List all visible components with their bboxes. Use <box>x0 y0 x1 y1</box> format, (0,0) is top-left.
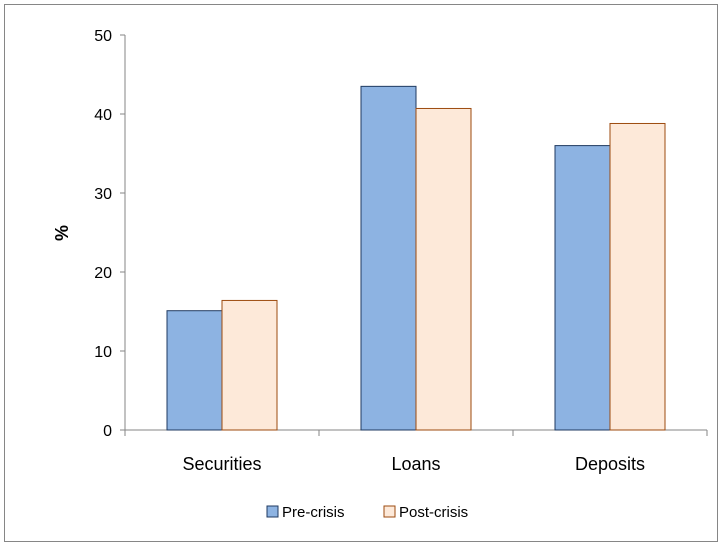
legend-swatch <box>266 505 279 518</box>
legend-label: Post-crisis <box>399 504 468 521</box>
chart-legend: Pre-crisis Post-crisis <box>266 504 468 521</box>
y-tick-label: 30 <box>94 186 112 203</box>
y-tick-label: 20 <box>94 265 112 282</box>
y-tick-label: 40 <box>94 107 112 124</box>
chart-bars <box>166 85 666 431</box>
y-axis-title: % <box>52 225 72 241</box>
y-tick-label: 50 <box>94 28 112 45</box>
x-tick-label: Deposits <box>575 454 645 474</box>
y-tick-label: 10 <box>94 344 112 361</box>
bar-post-crisis-loans <box>415 107 472 431</box>
bar-pre-crisis-deposits <box>554 145 611 431</box>
bar-post-crisis-securities <box>221 299 278 431</box>
x-tick-label: Securities <box>182 454 261 474</box>
bar-pre-crisis-securities <box>166 310 223 431</box>
bar-pre-crisis-loans <box>360 85 417 431</box>
legend-label: Pre-crisis <box>282 504 345 521</box>
y-tick-label: 0 <box>103 423 112 440</box>
x-tick-label: Loans <box>391 454 440 474</box>
legend-swatch <box>383 505 396 518</box>
bar-post-crisis-deposits <box>609 122 666 431</box>
